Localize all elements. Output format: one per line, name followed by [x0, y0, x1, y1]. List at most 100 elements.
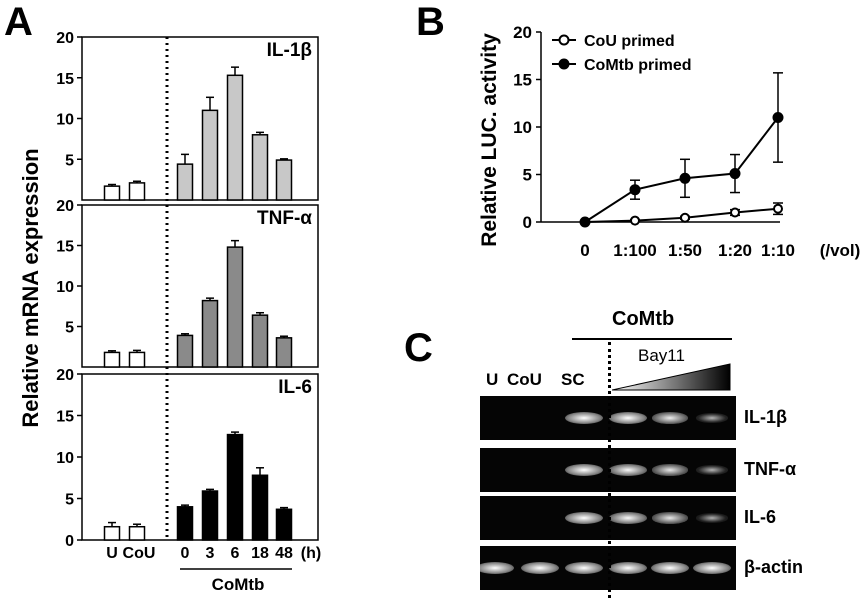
- y-tick-label: 15: [56, 239, 74, 256]
- data-point: [579, 216, 591, 228]
- y-tick-label: 10: [513, 118, 532, 137]
- x-tick-label: 3: [206, 545, 215, 562]
- data-point: [730, 207, 740, 218]
- data-point: [729, 168, 741, 180]
- legend-marker: [558, 34, 570, 46]
- bar: [128, 525, 146, 541]
- panel-b-chart: 20 15 10 5 0 0 1:100 1:50 1:20 1:10 (/vol) Relative…: [478, 23, 861, 260]
- gel-gene-label: IL-1β: [744, 407, 787, 427]
- y-tick-label: 20: [513, 23, 532, 42]
- gel-lane-label-cou: CoU: [507, 370, 542, 389]
- gel-band: [565, 412, 603, 424]
- panel-a-chart: 20 15 10 5 IL-1β 20 15 10 5 TNF-α 20 15 10 5 0 IL-6 U CoU…: [18, 30, 321, 594]
- bar: [103, 351, 121, 368]
- gel-band: [476, 562, 514, 574]
- x-unit-label: (h): [301, 545, 321, 562]
- bar: [176, 506, 194, 541]
- gel-band: [651, 412, 689, 424]
- gel-band: [609, 464, 647, 476]
- bar: [201, 490, 219, 541]
- data-point: [679, 172, 691, 184]
- y-tick-label: 10: [56, 450, 74, 467]
- gel-band: [609, 412, 647, 424]
- x-tick-label: 18: [251, 545, 269, 562]
- gel-gradient-wedge: [612, 363, 731, 391]
- y-tick-label: 5: [523, 166, 532, 185]
- bar: [275, 337, 293, 368]
- x-tick-label: 1:50: [668, 241, 702, 260]
- x-tick-label: 0: [580, 241, 589, 260]
- gel-group-label: CoMtb: [612, 308, 675, 330]
- x-tick-label: 1:10: [761, 241, 795, 260]
- panel-b-letter: B: [416, 0, 445, 44]
- bar: [176, 334, 194, 368]
- y-axis-label: Relative mRNA expression: [18, 148, 43, 427]
- gel-band: [565, 464, 603, 476]
- bar: [128, 351, 146, 368]
- y-tick-label: 0: [65, 533, 74, 550]
- gel-lane-label-u: U: [486, 370, 499, 389]
- y-tick-label: 0: [523, 213, 532, 232]
- bar: [103, 525, 121, 541]
- data-point: [629, 184, 641, 196]
- x-unit-label: (/vol): [820, 241, 861, 260]
- bar: [251, 474, 269, 541]
- bar: [226, 74, 244, 201]
- bar: [226, 433, 244, 541]
- gel-band: [609, 562, 647, 574]
- subplot-title: IL-6: [278, 377, 312, 398]
- gel-band: [651, 562, 689, 574]
- legend-label: CoMtb primed: [584, 57, 692, 74]
- x-tick-label: U: [106, 545, 118, 562]
- bar: [103, 185, 121, 201]
- gel-gene-label: TNF-α: [744, 459, 797, 479]
- y-tick-label: 5: [65, 492, 74, 509]
- bar: [176, 163, 194, 201]
- gel-band: [521, 562, 559, 574]
- bar: [128, 182, 146, 201]
- y-tick-label: 10: [56, 279, 74, 296]
- gel-group-line: [572, 338, 732, 340]
- x-tick-label: 6: [231, 545, 240, 562]
- gel-band: [693, 562, 731, 574]
- gel-divider-dotted: [608, 342, 611, 598]
- x-tick-label: 0: [181, 545, 190, 562]
- bar: [251, 314, 269, 368]
- gel-band: [609, 512, 647, 524]
- gel-band: [695, 413, 729, 423]
- panel-a-letter: A: [4, 0, 33, 44]
- x-tick-label: 1:20: [718, 241, 752, 260]
- subplot-title: IL-1β: [267, 40, 312, 61]
- bar: [201, 299, 219, 368]
- panel-c-gel: CoMtb Bay11 U CoU SC IL-1β TNF-α IL-6 β-act…: [400, 300, 867, 598]
- x-tick-label: 1:100: [613, 241, 656, 260]
- subplot-title: TNF-α: [257, 208, 312, 229]
- bar: [275, 159, 293, 201]
- x-tick-label: 48: [275, 545, 293, 562]
- group-label: CoMtb: [212, 575, 265, 594]
- series-line: [584, 116, 779, 223]
- gel-band: [651, 512, 689, 524]
- gel-gene-label: IL-6: [744, 507, 777, 527]
- data-point: [773, 203, 783, 214]
- y-tick-label: 5: [65, 152, 74, 169]
- legend-marker: [558, 58, 570, 70]
- data-point: [772, 112, 784, 123]
- y-tick-label: 5: [65, 320, 74, 337]
- bar: [226, 246, 244, 368]
- y-axis-label: Relative LUC. activity: [478, 33, 501, 247]
- y-tick-label: 15: [513, 71, 532, 90]
- y-tick-label: 15: [56, 71, 74, 88]
- y-tick-label: 10: [56, 112, 74, 129]
- panel-c-letter: C: [404, 326, 433, 370]
- x-tick-label: CoU: [123, 545, 156, 562]
- gel-treatment-label: Bay11: [638, 346, 685, 365]
- y-tick-label: 20: [56, 30, 74, 47]
- gel-band: [651, 464, 689, 476]
- legend-label: CoU primed: [584, 33, 675, 50]
- bar: [201, 109, 219, 201]
- y-tick-label: 20: [56, 198, 74, 215]
- gel-gene-label: β-actin: [744, 557, 803, 577]
- gel-band: [565, 562, 603, 574]
- data-point: [630, 215, 640, 226]
